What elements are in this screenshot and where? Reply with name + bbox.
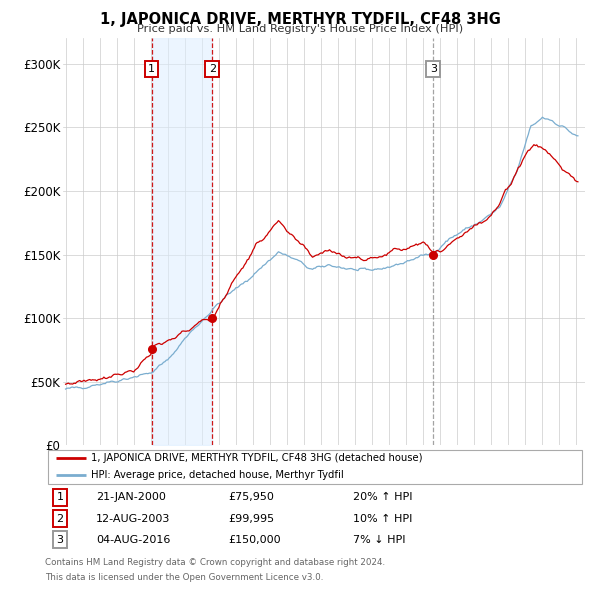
Text: £150,000: £150,000 [229,535,281,545]
Text: Contains HM Land Registry data © Crown copyright and database right 2024.: Contains HM Land Registry data © Crown c… [45,558,385,567]
Text: 04-AUG-2016: 04-AUG-2016 [96,535,170,545]
Text: 1, JAPONICA DRIVE, MERTHYR TYDFIL, CF48 3HG (detached house): 1, JAPONICA DRIVE, MERTHYR TYDFIL, CF48 … [91,453,422,463]
Text: 20% ↑ HPI: 20% ↑ HPI [353,493,412,503]
Text: £75,950: £75,950 [229,493,274,503]
Text: 7% ↓ HPI: 7% ↓ HPI [353,535,406,545]
Text: 3: 3 [56,535,64,545]
Text: 12-AUG-2003: 12-AUG-2003 [96,514,170,523]
Text: 2: 2 [209,64,216,74]
FancyBboxPatch shape [48,450,582,484]
Text: 3: 3 [430,64,437,74]
Text: 1: 1 [56,493,64,503]
Text: 1, JAPONICA DRIVE, MERTHYR TYDFIL, CF48 3HG: 1, JAPONICA DRIVE, MERTHYR TYDFIL, CF48 … [100,12,500,27]
Text: 2: 2 [56,514,64,523]
Text: HPI: Average price, detached house, Merthyr Tydfil: HPI: Average price, detached house, Mert… [91,470,344,480]
Text: 21-JAN-2000: 21-JAN-2000 [96,493,166,503]
Text: 10% ↑ HPI: 10% ↑ HPI [353,514,412,523]
Text: This data is licensed under the Open Government Licence v3.0.: This data is licensed under the Open Gov… [45,573,323,582]
Text: £99,995: £99,995 [229,514,275,523]
Text: Price paid vs. HM Land Registry's House Price Index (HPI): Price paid vs. HM Land Registry's House … [137,24,463,34]
Text: 1: 1 [148,64,155,74]
